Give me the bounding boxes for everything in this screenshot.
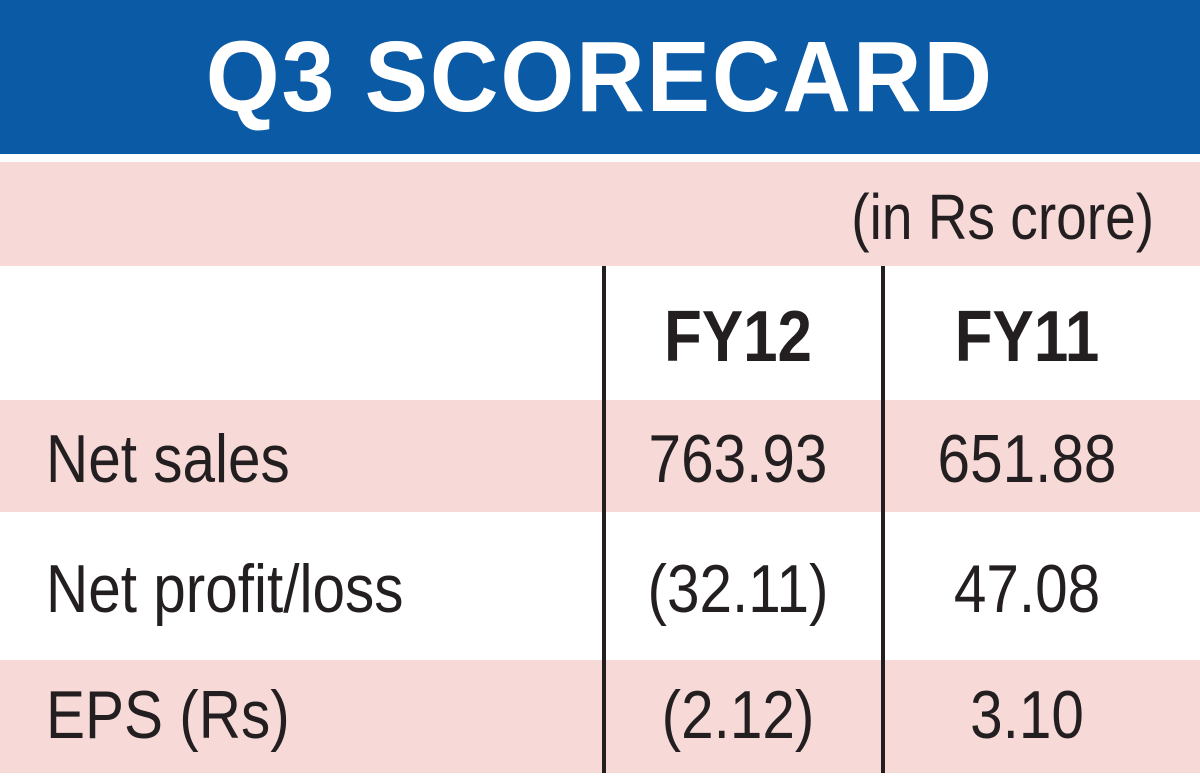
column-header-fy11: FY11 xyxy=(954,297,1100,377)
cell-net-sales-fy11: 651.88 xyxy=(937,421,1117,497)
table-row: EPS (Rs) (2.12) 3.10 xyxy=(0,660,1200,773)
cell-net-profit-fy11: 47.08 xyxy=(953,551,1101,627)
header-row: FY12 FY11 xyxy=(0,266,1200,400)
column-divider-2 xyxy=(881,266,885,776)
column-divider-1 xyxy=(602,266,606,776)
title-bar: Q3 SCORECARD xyxy=(0,0,1200,154)
cell-net-sales-fy12: 763.93 xyxy=(648,421,828,497)
row-label-net-sales: Net sales xyxy=(46,421,290,497)
cell-eps-fy11: 3.10 xyxy=(970,677,1084,753)
row-label-eps: EPS (Rs) xyxy=(46,677,290,753)
column-header-fy12: FY12 xyxy=(663,297,813,377)
bottom-margin xyxy=(0,773,1200,783)
unit-note: (in Rs crore) xyxy=(851,181,1154,253)
row-label-net-profit-loss: Net profit/loss xyxy=(46,551,404,627)
cell-net-profit-fy12: (32.11) xyxy=(647,551,829,627)
table-title: Q3 SCORECARD xyxy=(205,20,995,133)
table-row: Net profit/loss (32.11) 47.08 xyxy=(0,512,1200,660)
unit-row: (in Rs crore) xyxy=(0,162,1200,266)
cell-eps-fy12: (2.12) xyxy=(661,677,815,753)
table-row: Net sales 763.93 651.88 xyxy=(0,400,1200,512)
